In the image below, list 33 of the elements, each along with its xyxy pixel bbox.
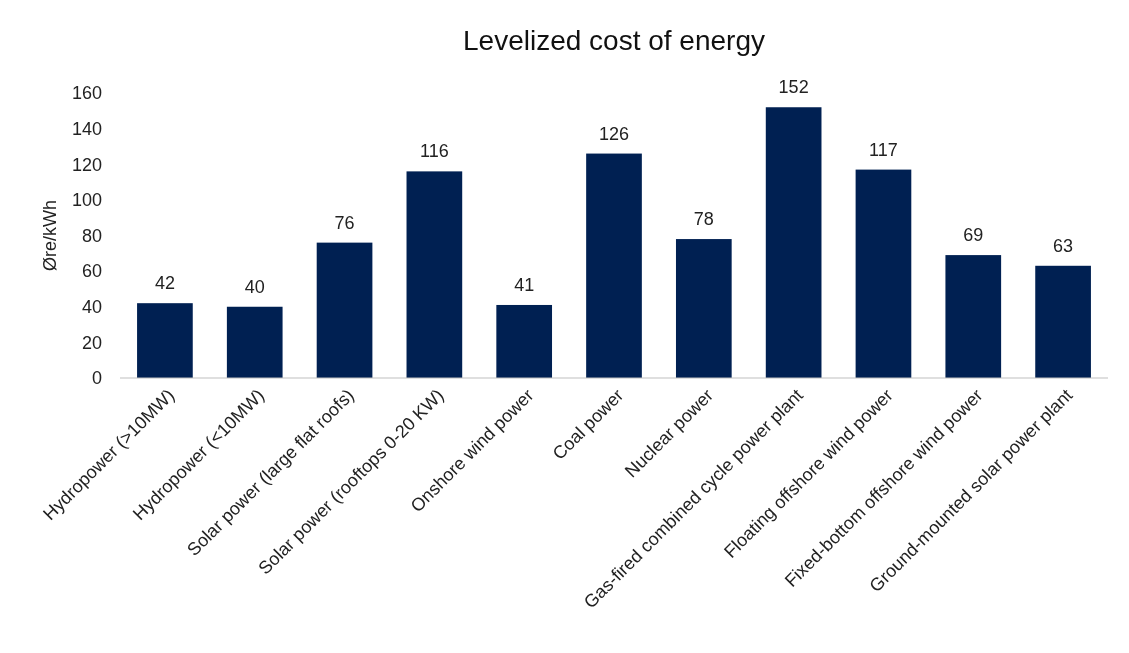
chart-title: Levelized cost of energy (463, 25, 765, 56)
data-label: 41 (514, 274, 535, 295)
y-tick-label: 40 (81, 297, 102, 318)
data-label: 76 (334, 212, 355, 233)
bar (1035, 265, 1091, 378)
y-tick-label: 140 (71, 118, 102, 139)
data-label: 78 (693, 209, 714, 230)
bar (226, 306, 283, 378)
bar (675, 239, 732, 378)
data-label: 63 (1053, 235, 1074, 256)
data-label: 42 (154, 273, 175, 294)
y-tick-label: 160 (71, 83, 102, 104)
y-tick-label: 20 (81, 332, 102, 353)
bar (316, 242, 373, 378)
y-axis-title: Øre/kWh (40, 199, 60, 272)
y-tick-label: 60 (81, 261, 102, 282)
y-tick-label: 120 (71, 154, 102, 175)
bar (137, 303, 193, 378)
y-tick-label: 80 (81, 225, 102, 246)
bar (496, 304, 553, 378)
data-label: 116 (420, 141, 449, 162)
data-label: 126 (598, 123, 630, 144)
y-tick-label: 0 (91, 368, 102, 389)
data-label: 117 (869, 139, 898, 160)
data-label: 69 (963, 225, 984, 246)
y-tick-label: 100 (71, 190, 102, 211)
bar (945, 255, 1002, 378)
bar (406, 171, 463, 378)
bar (586, 153, 642, 378)
bar (765, 107, 822, 378)
bar (855, 169, 912, 378)
data-label: 152 (778, 77, 809, 98)
data-label: 40 (244, 276, 265, 297)
